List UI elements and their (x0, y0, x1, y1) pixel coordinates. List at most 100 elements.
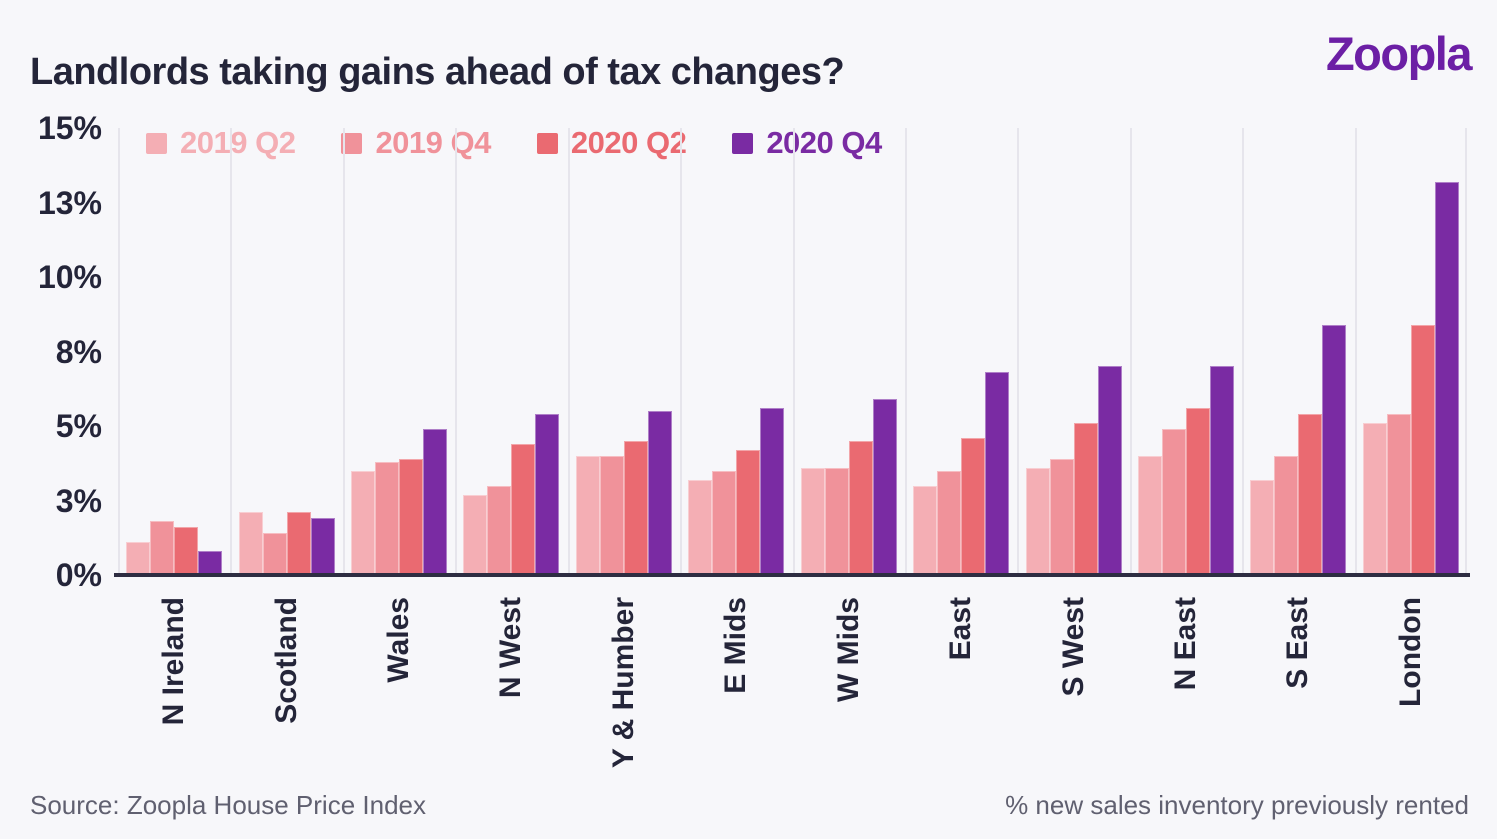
gridline (1242, 128, 1245, 575)
bar (961, 437, 986, 575)
legend-label: 2019 Q4 (375, 125, 491, 160)
gridline (1129, 128, 1132, 575)
legend-label: 2020 Q4 (766, 125, 882, 160)
legend-item-2019-q4: 2019 Q4 (341, 125, 491, 161)
x-axis-label: E Mids (719, 597, 753, 694)
bar (1161, 428, 1186, 575)
plot-area (118, 128, 1467, 575)
gridline (567, 128, 570, 575)
x-axis-label: Scotland (269, 597, 303, 724)
gridline (1017, 128, 1020, 575)
bar (399, 458, 424, 575)
x-axis-label: N East (1168, 597, 1202, 691)
bar (310, 518, 335, 575)
bar (1386, 414, 1411, 575)
bar (262, 533, 287, 575)
bar (174, 527, 199, 575)
source-text: Source: Zoopla House Price Index (30, 790, 426, 820)
gridline (904, 128, 907, 575)
bar (1250, 479, 1275, 575)
legend-item-2020-q4: 2020 Q4 (732, 125, 882, 161)
gridline (1354, 128, 1357, 575)
bar-group-n-west (455, 128, 567, 575)
x-axis-label: S East (1281, 597, 1315, 689)
chart-legend: 2019 Q2 2019 Q4 2020 Q2 2020 Q4 (146, 125, 882, 161)
bar (1410, 324, 1435, 575)
bar (1434, 181, 1459, 575)
bar (1298, 414, 1323, 575)
bar (286, 512, 311, 575)
y-axis-label: 3% (55, 482, 102, 519)
bar (647, 411, 672, 575)
bar (1073, 423, 1098, 575)
bar (1097, 366, 1122, 575)
bar (824, 467, 849, 575)
bar (937, 470, 962, 575)
bar-group-s-east (1242, 128, 1354, 575)
bar-group-n-ireland (118, 128, 230, 575)
bar-group-n-east (1130, 128, 1242, 575)
x-axis-label: Wales (382, 597, 416, 683)
y-axis-label: 8% (55, 333, 102, 370)
x-axis-label: East (944, 597, 978, 661)
x-axis-label: W Mids (831, 597, 865, 702)
bar-group-wales (343, 128, 455, 575)
bar (150, 521, 175, 575)
bar (1274, 455, 1299, 575)
bar (1049, 458, 1074, 575)
bar (511, 443, 536, 575)
y-axis-label: 13% (37, 184, 102, 221)
bar (423, 428, 448, 575)
page-title: Landlords taking gains ahead of tax chan… (30, 51, 845, 94)
y-axis-label: 10% (37, 259, 102, 295)
y-axis-label: 0% (55, 557, 102, 593)
bar (1322, 324, 1347, 575)
zoopla-logo: Zoopla (1325, 27, 1473, 80)
bar (463, 494, 488, 575)
bar (760, 408, 785, 575)
x-axis-line (114, 573, 1470, 577)
bar (1185, 408, 1210, 575)
bar (985, 372, 1010, 575)
bar (623, 440, 648, 575)
bar-group-london (1355, 128, 1467, 575)
y-axis-label: 5% (55, 408, 102, 444)
bar-group-east (905, 128, 1017, 575)
x-axis-label: London (1393, 597, 1427, 707)
bar (848, 440, 873, 575)
legend-item-2020-q2: 2020 Q2 (536, 125, 687, 161)
gridline (1465, 128, 1467, 575)
bar (872, 399, 897, 575)
gridline (455, 128, 458, 575)
bar-group-e-mids (680, 128, 792, 575)
gridline (680, 128, 683, 575)
legend-item-2019-q2: 2019 Q2 (146, 125, 296, 161)
legend-swatch-icon (536, 132, 558, 154)
bar (599, 455, 624, 575)
bar (351, 470, 376, 575)
bar (375, 461, 400, 575)
bar (1025, 467, 1050, 575)
legend-swatch-icon (732, 132, 754, 154)
legend-label: 2019 Q2 (180, 125, 296, 160)
bar-group-y-humber (568, 128, 680, 575)
gridline (342, 128, 345, 575)
bar (575, 455, 600, 575)
bar (800, 467, 825, 575)
bar (688, 479, 713, 575)
bar-group-w-mids (793, 128, 905, 575)
gridline (230, 128, 233, 575)
bar (198, 551, 223, 575)
bar (238, 512, 263, 575)
bar (487, 485, 512, 575)
bar (736, 449, 761, 575)
bar (1209, 366, 1234, 575)
x-axis-label: N West (494, 597, 528, 699)
x-axis-label: N Ireland (157, 597, 191, 726)
gridline (118, 128, 120, 575)
legend-label: 2020 Q2 (570, 125, 687, 160)
bar (126, 542, 151, 575)
legend-swatch-icon (341, 132, 363, 154)
bar-group-scotland (230, 128, 342, 575)
